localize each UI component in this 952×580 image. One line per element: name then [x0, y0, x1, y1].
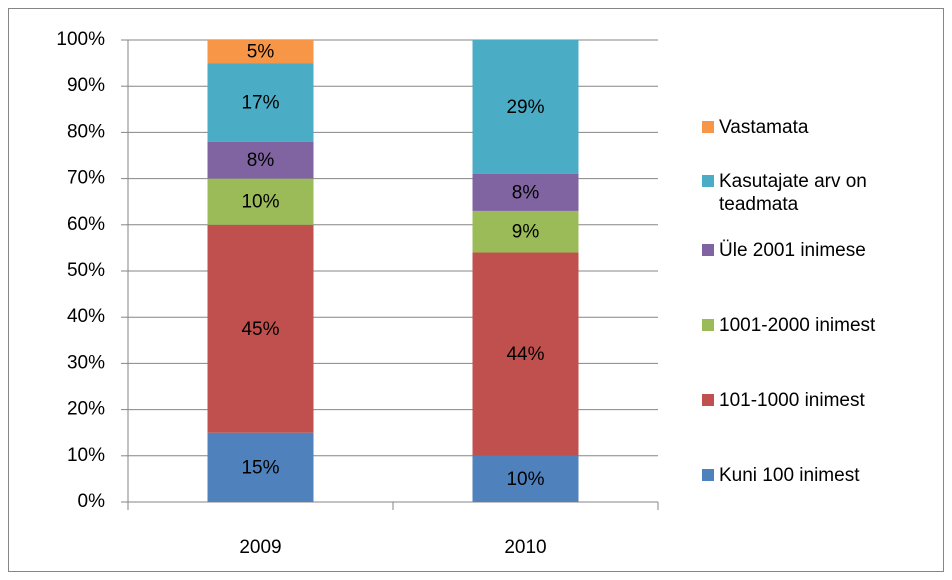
data-label: 10% [506, 469, 544, 490]
legend-label: Üle 2001 inimese [719, 239, 866, 261]
x-tick-label: 2009 [239, 537, 281, 558]
legend-item: Üle 2001 inimese [702, 239, 942, 262]
bar-segment [472, 40, 579, 174]
legend-swatch [702, 175, 714, 187]
legend-swatch [702, 318, 714, 331]
legend-item: 1001-2000 inimest [702, 314, 942, 337]
y-tick-label: 20% [67, 399, 105, 420]
y-tick-label: 60% [67, 214, 105, 235]
y-tick-label: 30% [67, 352, 105, 373]
data-label: 17% [241, 92, 279, 113]
bar-segment [472, 210, 579, 253]
legend-swatch [702, 393, 714, 406]
legend-item: Kuni 100 inimest [702, 464, 942, 487]
bar-segment [472, 173, 579, 211]
data-label: 45% [241, 319, 279, 340]
legend-label: 1001-2000 inimest [719, 314, 876, 336]
data-label: 5% [247, 42, 275, 63]
legend-swatch [702, 243, 714, 256]
bar-segment [472, 455, 579, 502]
bar-segment [207, 63, 314, 142]
y-tick-label: 40% [67, 306, 105, 327]
bar-segment [207, 432, 314, 502]
bar-segment [207, 224, 314, 433]
data-label: 15% [241, 457, 279, 478]
y-tick-label: 70% [67, 168, 105, 189]
legend-swatch [702, 468, 714, 481]
y-tick-label: 100% [56, 29, 105, 50]
data-label: 8% [512, 182, 540, 203]
legend-item: 101-1000 inimest [702, 389, 942, 412]
data-label: 10% [241, 192, 279, 213]
legend-label: 101-1000 inimest [719, 389, 865, 411]
data-label: 44% [506, 344, 544, 365]
bar-segment [207, 141, 314, 179]
data-label: 9% [512, 222, 540, 243]
legend-label: Kuni 100 inimest [719, 464, 860, 486]
bar-segment [207, 178, 314, 225]
y-tick-label: 0% [78, 491, 106, 512]
data-label: 8% [247, 150, 275, 171]
x-tick-label: 2010 [504, 537, 546, 558]
legend-label: Vastamata [719, 116, 809, 138]
bar-segment [472, 252, 579, 456]
legend-swatch [702, 120, 714, 133]
data-label: 29% [506, 97, 544, 118]
y-tick-label: 10% [67, 445, 105, 466]
y-tick-label: 80% [67, 121, 105, 142]
legend-label: Kasutajate arv on teadmata [719, 171, 867, 215]
legend-item: Kasutajate arv on teadmata [702, 170, 942, 216]
y-tick-label: 90% [67, 75, 105, 96]
legend-item: Vastamata [702, 116, 942, 139]
bar-segment [207, 40, 314, 64]
y-tick-label: 50% [67, 260, 105, 281]
